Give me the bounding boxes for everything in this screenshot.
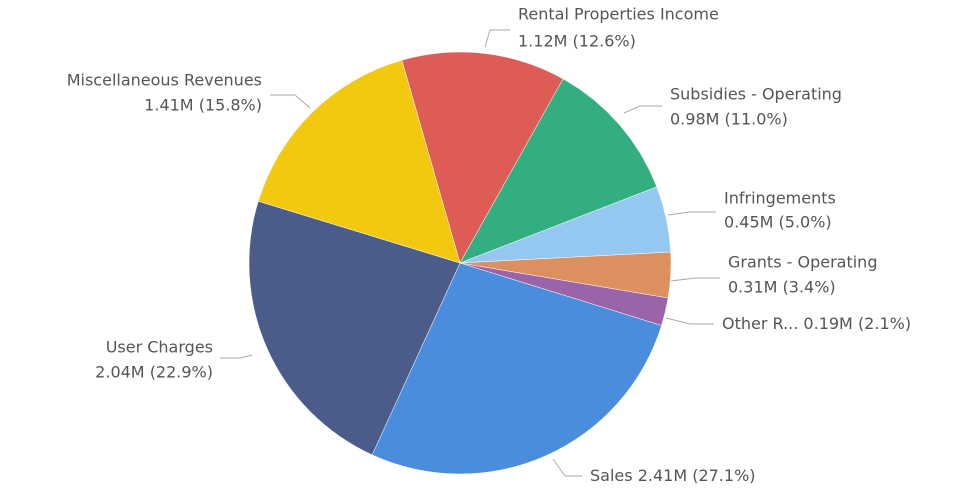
value-label: 0.31M (3.4%) <box>728 278 836 297</box>
pie-slice <box>371 262 662 475</box>
pie-slice <box>257 59 461 264</box>
leader-line <box>552 458 582 477</box>
value-label: 0.19M (2.1%) <box>803 314 911 333</box>
category-label: Sales <box>590 466 633 485</box>
category-label: Rental Properties Income <box>518 5 719 24</box>
value-label: 0.98M (11.0%) <box>670 110 788 129</box>
value-label: 0.45M (5.0%) <box>724 213 832 232</box>
leader-line <box>270 94 311 109</box>
leader-line <box>667 211 716 216</box>
category-label: Subsidies - Operating <box>670 85 842 104</box>
category-label: Miscellaneous Revenues <box>67 71 262 90</box>
value-label: 2.41M (27.1%) <box>638 466 756 485</box>
leader-line <box>623 105 662 114</box>
leader-line <box>670 277 720 282</box>
data-label: Sales 2.41M (27.1%) <box>590 466 756 485</box>
category-label: Other R... <box>722 314 798 333</box>
category-label: Infringements <box>724 189 836 208</box>
value-label: 2.04M (22.9%) <box>95 363 213 382</box>
value-label: 1.41M (15.8%) <box>144 96 262 115</box>
pie-slice <box>459 78 658 264</box>
pie-slice <box>248 200 461 456</box>
leader-line <box>220 354 253 359</box>
value-label: 1.12M (12.6%) <box>518 32 636 51</box>
category-label: User Charges <box>106 338 213 357</box>
pie-slice <box>401 51 564 264</box>
data-label: Other R... 0.19M (2.1%) <box>722 314 911 333</box>
leader-line <box>665 317 714 325</box>
category-label: Grants - Operating <box>728 253 877 272</box>
leader-line <box>484 29 510 48</box>
